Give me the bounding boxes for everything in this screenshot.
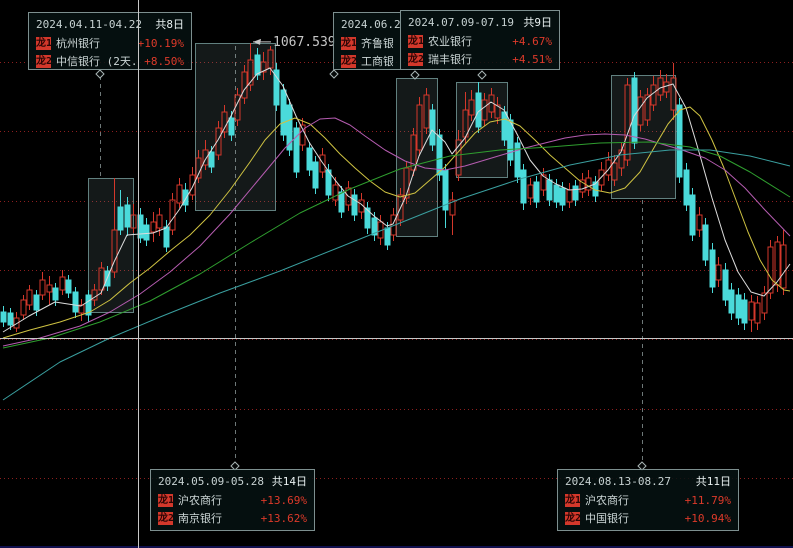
leader2-badge: 龙2	[565, 511, 582, 525]
leader-row: 龙2 瑞丰银行 +4.51%	[408, 50, 552, 68]
ma-short-white	[2, 67, 791, 333]
stock-change: +13.62%	[260, 511, 307, 525]
leader-row: 龙1 杭州银行 +10.19%	[36, 34, 184, 52]
ma-long-teal	[2, 149, 791, 401]
stock-name: 沪农商行	[585, 494, 629, 507]
stock-change: +11.79%	[684, 493, 731, 507]
stock-change: +10.94%	[684, 511, 731, 525]
stock-change: +13.69%	[260, 493, 307, 507]
annotation-box-jun-partial: 2024.06.25-0 龙1 齐鲁银行 龙2 工商银行	[333, 12, 401, 70]
peak-price-label: 1067.539	[273, 35, 336, 50]
leader-row: 龙2 工商银行	[341, 52, 393, 69]
leader1-badge: 龙1	[565, 493, 582, 507]
stock-name: 中国银行	[585, 512, 629, 525]
stock-name: 齐鲁银行	[361, 37, 393, 50]
stock-name: 瑞丰银行	[428, 53, 472, 66]
leader-row: 龙1 齐鲁银行	[341, 34, 393, 52]
ma-20-magenta	[2, 117, 791, 347]
stock-change: +4.67%	[512, 34, 552, 48]
peak-callout	[253, 38, 271, 45]
leader-row: 龙2 南京银行 +13.62%	[158, 509, 307, 527]
leader-row: 龙1 沪农商行 +13.69%	[158, 491, 307, 509]
leader-row: 龙2 中国银行 +10.94%	[565, 509, 731, 527]
connector-lines	[100, 46, 643, 464]
stock-change: +8.50%	[144, 54, 184, 68]
stock-name: 中信银行 (2天...	[56, 55, 140, 68]
stock-name: 杭州银行	[56, 37, 100, 50]
ma-mid-yellow	[2, 106, 791, 339]
annotation-box-aug: 2024.08.13-08.27 共11日 龙1 沪农商行 +11.79% 龙2…	[557, 469, 739, 531]
stock-change: +10.19%	[137, 36, 184, 50]
days-count: 共11日	[695, 475, 731, 488]
stock-name: 沪农商行	[178, 494, 222, 507]
leader-row: 龙1 农业银行 +4.67%	[408, 32, 552, 50]
annotation-box-may: 2024.05.09-05.28 共14日 龙1 沪农商行 +13.69% 龙2…	[150, 469, 315, 531]
annotation-box-apr: 2024.04.11-04.22 共8日 龙1 杭州银行 +10.19% 龙2 …	[28, 12, 192, 70]
days-count: 共9日	[523, 16, 552, 29]
leader2-badge: 龙2	[341, 54, 358, 68]
date-range: 2024.08.13-08.27	[565, 475, 671, 488]
stock-name: 南京银行	[178, 512, 222, 525]
leader1-badge: 龙1	[158, 493, 175, 507]
stock-name: 工商银行	[361, 55, 393, 68]
date-range: 2024.04.11-04.22	[36, 18, 142, 31]
ma-30-green	[2, 141, 791, 349]
leader1-badge: 龙1	[341, 36, 358, 50]
leader-row: 龙2 中信银行 (2天... +8.50%	[36, 52, 184, 69]
moving-average-lines	[2, 67, 791, 401]
chart-bottom-frame	[0, 546, 793, 548]
stock-name: 农业银行	[428, 35, 472, 48]
leader-row: 龙1 沪农商行 +11.79%	[565, 491, 731, 509]
annotation-box-jul: 2024.07.09-07.19 共9日 龙1 农业银行 +4.67% 龙2 瑞…	[400, 10, 560, 70]
days-count: 共8日	[155, 18, 184, 31]
days-count: 共14日	[271, 475, 307, 488]
leader2-badge: 龙2	[158, 511, 175, 525]
date-range: 2024.05.09-05.28	[158, 475, 264, 488]
range-diamond-markers	[95, 69, 647, 471]
date-range: 2024.06.25-0	[341, 18, 401, 31]
leader2-badge: 龙2	[36, 54, 53, 68]
leader1-badge: 龙1	[408, 34, 425, 48]
leader1-badge: 龙1	[36, 36, 53, 50]
leader2-badge: 龙2	[408, 52, 425, 66]
stock-change: +4.51%	[512, 52, 552, 66]
date-range: 2024.07.09-07.19	[408, 16, 514, 29]
